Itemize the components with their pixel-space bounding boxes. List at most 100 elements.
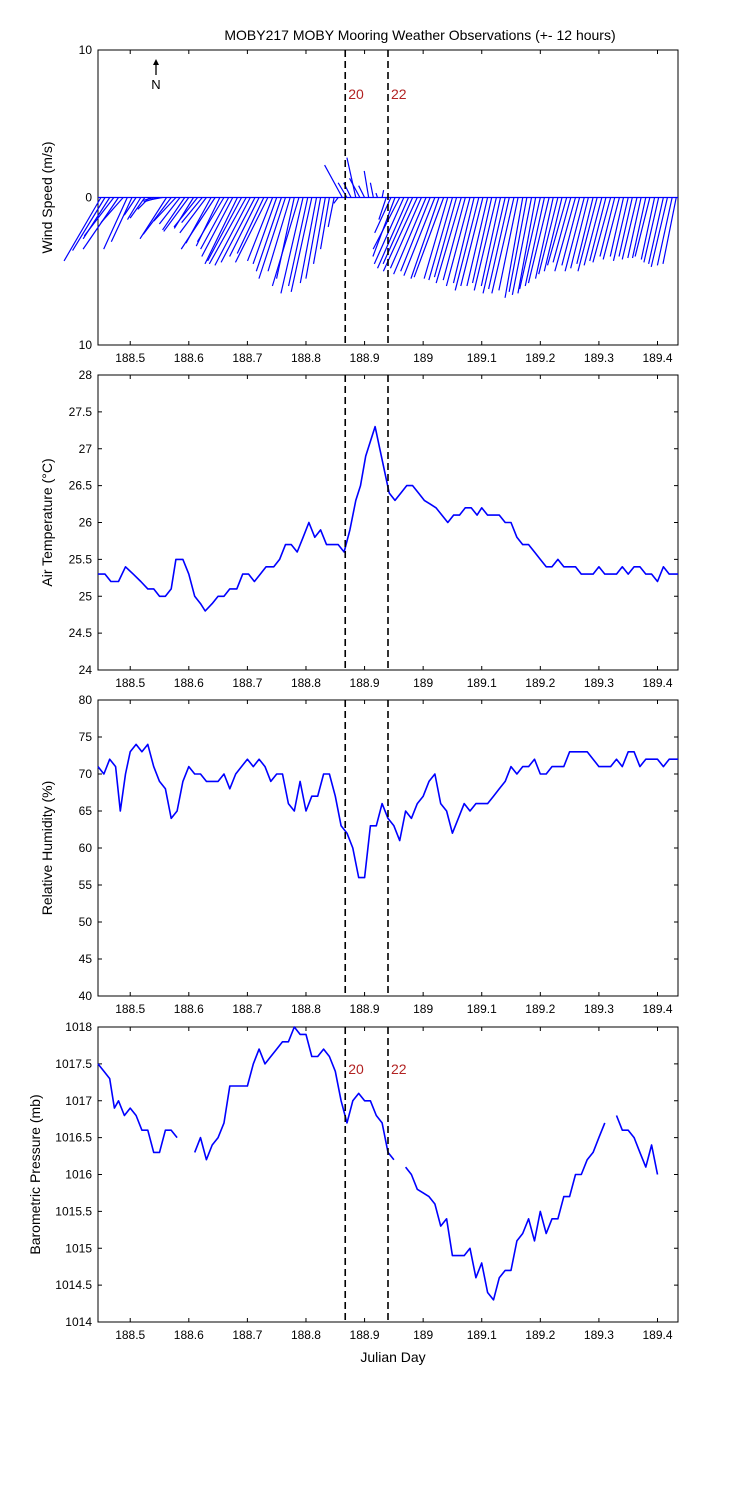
wind-vector	[280, 197, 304, 294]
wind-event-marker-label: 22	[391, 86, 407, 102]
humidity-x-tick-label: 188.5	[115, 1002, 145, 1016]
pressure-y-tick-label: 1018	[65, 1020, 92, 1034]
wind-vector	[363, 170, 370, 198]
pressure-x-tick-label: 188.9	[350, 1328, 380, 1342]
wind-vector	[543, 197, 563, 272]
pressure-x-tick-label: 188.5	[115, 1328, 145, 1342]
pressure-series-line	[615, 1115, 659, 1175]
wind-vector	[252, 197, 278, 265]
wind-vector	[435, 197, 462, 284]
airtemp-x-tick-label: 189.3	[584, 676, 614, 690]
humidity-x-tick-label: 188.7	[232, 1002, 262, 1016]
pressure-y-tick-label: 1016.5	[55, 1131, 92, 1145]
wind-vector	[346, 157, 357, 198]
wind-vector	[129, 197, 146, 219]
wind-vector	[618, 197, 633, 257]
wind-vector	[428, 197, 454, 281]
wind-vector	[445, 197, 471, 287]
wind-x-tick-label: 189.4	[642, 351, 672, 365]
wind-vector	[508, 197, 528, 293]
pressure-y-tick-label: 1016	[65, 1168, 92, 1182]
pressure-y-tick-label: 1015.5	[55, 1204, 92, 1218]
wind-vector	[358, 185, 366, 198]
wind-x-tick-label: 189	[413, 351, 433, 365]
humidity-y-tick-label: 75	[79, 730, 93, 744]
wind-vector	[491, 197, 515, 294]
wind-vector	[480, 197, 502, 287]
humidity-y-tick-label: 80	[79, 693, 93, 707]
wind-vector	[143, 196, 154, 202]
wind-vector	[393, 197, 427, 275]
wind-y-tick-label: 10	[79, 338, 93, 352]
airtemp-x-tick-label: 189	[413, 676, 433, 690]
wind-vector	[376, 197, 410, 269]
wind-vector	[389, 197, 422, 269]
wind-vector	[290, 197, 313, 293]
humidity-y-tick-label: 50	[79, 915, 93, 929]
pressure-series-line	[404, 1122, 606, 1301]
wind-vector	[413, 197, 445, 278]
airtemp-x-tick-label: 188.5	[115, 676, 145, 690]
humidity-x-tick-label: 188.6	[174, 1002, 204, 1016]
wind-vector	[72, 197, 106, 251]
x-axis-label: Julian Day	[360, 1349, 425, 1365]
wind-vector	[181, 197, 203, 223]
wind-vector	[110, 197, 133, 243]
wind-vector	[570, 197, 589, 269]
wind-vector	[403, 197, 436, 276]
figure-title: MOBY217 MOBY Mooring Weather Observation…	[224, 27, 615, 43]
airtemp-y-tick-label: 27	[79, 442, 93, 456]
wind-vector	[299, 197, 318, 284]
wind-vector	[648, 197, 664, 265]
wind-vector	[554, 197, 577, 272]
wind-vector	[275, 197, 295, 279]
wind-vector	[375, 192, 379, 198]
wind-vector	[643, 197, 660, 263]
wind-vector	[373, 197, 405, 265]
airtemp-y-tick-label: 24	[79, 663, 93, 677]
wind-vector	[173, 197, 199, 228]
wind-vector	[627, 197, 642, 259]
humidity-x-tick-label: 189	[413, 1002, 433, 1016]
wind-vector	[327, 197, 335, 228]
wind-vector	[123, 197, 137, 216]
wind-vector	[258, 197, 287, 279]
pressure-x-tick-label: 189.2	[525, 1328, 555, 1342]
pressure-series-line	[97, 1063, 178, 1154]
humidity-y-tick-label: 60	[79, 841, 93, 855]
pressure-y-tick-label: 1017	[65, 1094, 92, 1108]
humidity-x-tick-label: 188.8	[291, 1002, 321, 1016]
humidity-x-tick-label: 189.1	[467, 1002, 497, 1016]
wind-vector	[534, 197, 554, 279]
humidity-y-axis-label: Relative Humidity (%)	[39, 781, 55, 916]
wind-vector	[482, 197, 506, 294]
airtemp-y-axis-label: Air Temperature (°C)	[39, 458, 55, 586]
airtemp-x-tick-label: 188.6	[174, 676, 204, 690]
wind-vector	[452, 197, 475, 284]
wind-vector	[150, 196, 163, 201]
airtemp-y-tick-label: 26	[79, 516, 93, 530]
wind-vector	[612, 197, 629, 262]
wind-vector	[662, 197, 677, 264]
humidity-x-tick-label: 189.4	[642, 1002, 672, 1016]
airtemp-series-line	[98, 425, 678, 612]
wind-vector	[158, 197, 181, 225]
airtemp-panel: 188.5 188.6 188.7 188.8 188.9 189 189.1 189.2 18…	[39, 368, 679, 690]
wind-vector	[561, 197, 581, 266]
humidity-x-tick-label: 189.3	[584, 1002, 614, 1016]
wind-vector	[609, 197, 625, 257]
wind-vector	[656, 197, 673, 266]
wind-x-tick-label: 188.8	[291, 351, 321, 365]
humidity-panel: 188.5 188.6 188.7 188.8 188.9 189 189.1 189.2 18…	[39, 693, 679, 1016]
wind-vector	[473, 197, 497, 291]
wind-vector	[126, 197, 142, 220]
pressure-event-marker-label: 22	[391, 1061, 407, 1077]
wind-vector	[234, 197, 269, 263]
wind-vector	[372, 197, 401, 250]
wind-y-axis-label: Wind Speed (m/s)	[39, 141, 55, 253]
wind-vector	[511, 197, 533, 295]
wind-vector	[349, 178, 361, 198]
wind-vector	[369, 182, 374, 198]
humidity-series-line	[97, 743, 678, 879]
wind-x-tick-label: 189.3	[584, 351, 614, 365]
